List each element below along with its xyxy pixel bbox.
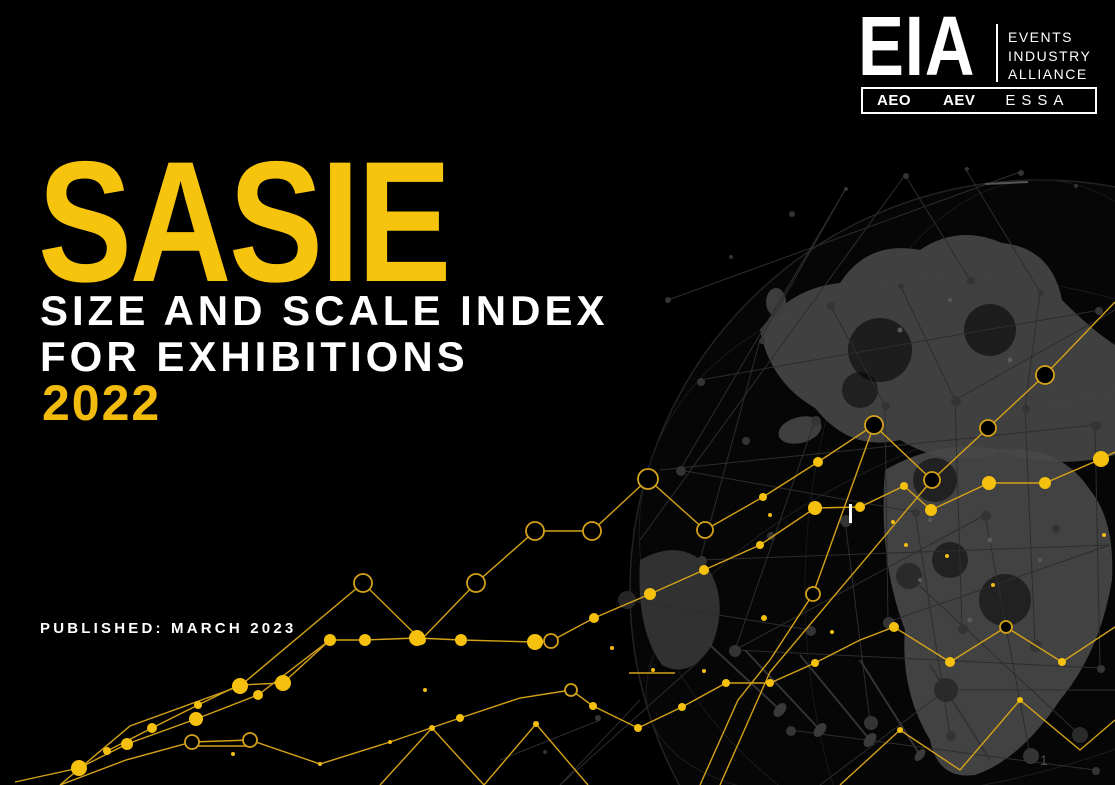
text-cursor bbox=[849, 504, 852, 523]
subtitle-line1: SIZE AND SCALE INDEX bbox=[40, 287, 609, 334]
logo-org-line1: EVENTS bbox=[1008, 29, 1074, 45]
logo-org-line3: ALLIANCE bbox=[1008, 66, 1088, 82]
member-aeo: AEO bbox=[877, 92, 912, 109]
logo-org-line2: INDUSTRY bbox=[1008, 47, 1092, 64]
page-title: SASIE bbox=[38, 126, 451, 318]
member-essa: ESSA bbox=[1005, 92, 1070, 109]
published-date: PUBLISHED: MARCH 2023 bbox=[40, 620, 297, 637]
report-year: 2022 bbox=[42, 375, 162, 431]
trend-line-markers bbox=[71, 365, 1109, 776]
member-aev: AEV bbox=[943, 92, 976, 109]
logo-org-name: EVENTS INDUSTRY ALLIANCE bbox=[1008, 28, 1091, 84]
subtitle-line2: FOR EXHIBITIONS bbox=[40, 333, 469, 380]
page-number: 1 bbox=[1040, 752, 1048, 768]
page-subtitle: SIZE AND SCALE INDEX FOR EXHIBITIONS bbox=[40, 288, 609, 380]
eia-logo-wordmark: EIA bbox=[858, 0, 976, 93]
globe-network-graphic bbox=[499, 167, 1115, 785]
logo-members-box: AEO AEV ESSA bbox=[861, 87, 1097, 114]
logo-divider bbox=[996, 24, 998, 82]
